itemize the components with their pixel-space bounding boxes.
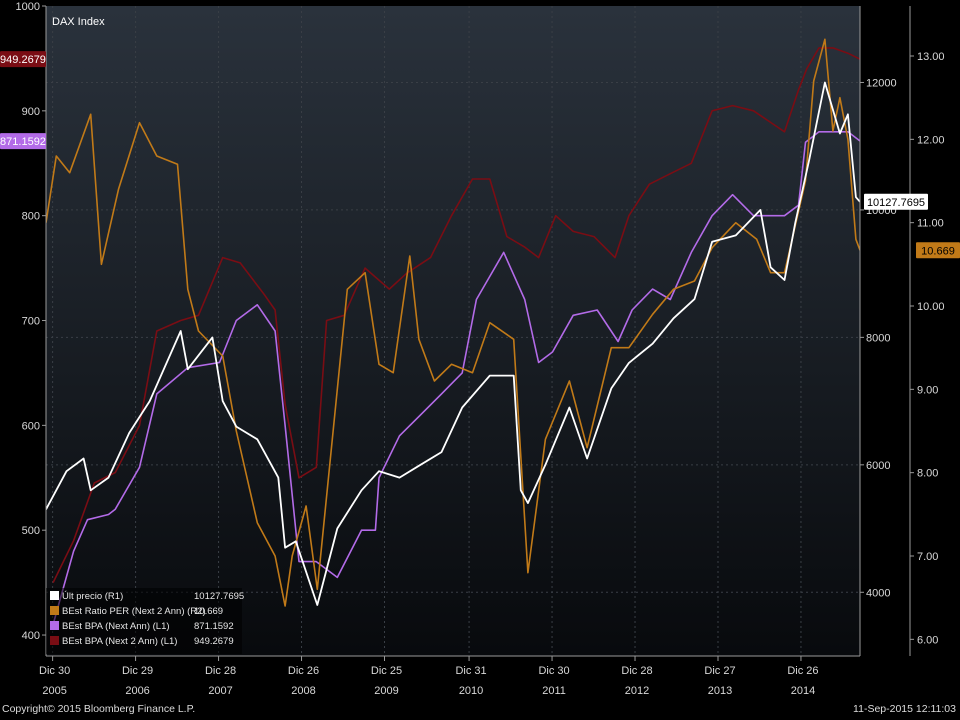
l1-tick-label: 500 bbox=[22, 525, 40, 537]
legend-value-per: 10.669 bbox=[194, 606, 224, 617]
x-tick-day-label: Dic 28 bbox=[621, 665, 652, 677]
x-tick-year-label: 2013 bbox=[708, 685, 732, 697]
tag-bpa-next-text: 871.1592 bbox=[0, 136, 46, 148]
legend-value-price: 10127.7695 bbox=[194, 591, 245, 602]
legend-label-price: Últ precio (R1) bbox=[62, 591, 124, 602]
legend-item-bpa-next: BEst BPA (Next Ann) (L1) 871.1592 bbox=[50, 621, 234, 636]
timestamp-text: 11-Sep-2015 12:11:03 bbox=[853, 703, 956, 715]
x-tick-day-label: Dic 30 bbox=[39, 665, 70, 677]
x-tick-day-label: Dic 29 bbox=[122, 665, 153, 677]
x-tick-day-label: Dic 27 bbox=[704, 665, 735, 677]
series-lines bbox=[46, 38, 860, 625]
x-tick-year-label: 2005 bbox=[42, 685, 66, 697]
x-tick-year-label: 2007 bbox=[208, 685, 232, 697]
tag-per: 10.669 bbox=[916, 242, 960, 259]
price-series-line bbox=[46, 81, 860, 606]
r1-tick-label: 6000 bbox=[866, 460, 890, 472]
tag-per-text: 10.669 bbox=[921, 245, 955, 257]
x-tick-year-label: 2012 bbox=[625, 685, 649, 697]
bpa-next-series-line bbox=[52, 131, 860, 625]
r1-tick-label: 12000 bbox=[866, 77, 897, 89]
x-tick-day-label: Dic 31 bbox=[455, 665, 486, 677]
l1-tick-label: 900 bbox=[22, 106, 40, 118]
last-value-tags: 949.2679 871.1592 10127.7695 10.669 bbox=[0, 51, 960, 259]
x-tick-year-label: 2006 bbox=[125, 685, 149, 697]
x-tick-day-label: Dic 28 bbox=[205, 665, 236, 677]
r2-tick-label: 13.00 bbox=[917, 51, 945, 63]
r2-tick-label: 12.00 bbox=[917, 134, 945, 146]
legend: Últ precio (R1) 10127.7695 BEst Ratio PER… bbox=[46, 588, 244, 654]
l1-tick-label: 600 bbox=[22, 420, 40, 432]
l1-tick-label: 400 bbox=[22, 630, 40, 642]
legend-label-bpa-next: BEst BPA (Next Ann) (L1) bbox=[62, 621, 170, 632]
plot-background bbox=[46, 6, 860, 656]
legend-item-per: BEst Ratio PER (Next 2 Ann) (R2)10.669 bbox=[50, 606, 223, 621]
l1-tick-label: 800 bbox=[22, 211, 40, 223]
legend-item-bpa-next2: BEst BPA (Next 2 Ann) (L1) 949.2679 bbox=[50, 636, 234, 651]
r1-tick-label: 4000 bbox=[866, 587, 890, 599]
r2-tick-label: 10.00 bbox=[917, 301, 945, 313]
legend-swatch-bpa-next2 bbox=[50, 636, 59, 645]
x-tick-day-label: Dic 30 bbox=[538, 665, 569, 677]
x-tick-year-label: 2010 bbox=[459, 685, 483, 697]
tag-price-bg bbox=[864, 193, 928, 210]
tag-price-text: 10127.7695 bbox=[867, 197, 925, 209]
r1-tick-label: 8000 bbox=[866, 332, 890, 344]
legend-label-bpa-next2: BEst BPA (Next 2 Ann) (L1) bbox=[62, 636, 178, 647]
legend-swatch-bpa-next bbox=[50, 621, 59, 630]
legend-label-per: BEst Ratio PER (Next 2 Ann) (R2) bbox=[62, 606, 206, 617]
x-tick-year-label: 2009 bbox=[374, 685, 398, 697]
l1-tick-label: 1000 bbox=[16, 1, 40, 13]
x-tick-day-label: Dic 25 bbox=[371, 665, 402, 677]
legend-value-bpa-next2: 949.2679 bbox=[194, 636, 234, 647]
tag-per-bg bbox=[916, 242, 960, 259]
tag-bpa-next2-text: 949.2679 bbox=[0, 54, 46, 66]
tag-bpa-next2: 949.2679 bbox=[0, 51, 46, 68]
legend-swatch-per bbox=[50, 606, 59, 615]
r2-tick-label: 11.00 bbox=[917, 218, 944, 230]
x-tick-day-label: Dic 26 bbox=[787, 665, 818, 677]
r2-tick-label: 7.00 bbox=[917, 551, 938, 563]
tag-price: 10127.7695 bbox=[864, 193, 928, 210]
x-tick-day-label: Dic 26 bbox=[288, 665, 319, 677]
tag-bpa-next-bg bbox=[0, 133, 46, 150]
l1-tick-label: 700 bbox=[22, 316, 40, 328]
r2-tick-label: 9.00 bbox=[917, 384, 938, 396]
x-tick-year-label: 2014 bbox=[791, 685, 815, 697]
tag-bpa-next2-bg bbox=[0, 51, 46, 68]
bpa-next2-series-line bbox=[52, 47, 860, 583]
x-tick-year-label: 2008 bbox=[291, 685, 315, 697]
legend-value-bpa-next: 871.1592 bbox=[194, 621, 234, 632]
axes: 4005006007008009001000400060008000100001… bbox=[16, 1, 945, 697]
chart-title: DAX Index bbox=[52, 16, 105, 28]
legend-swatch-price bbox=[50, 591, 59, 600]
r2-tick-label: 6.00 bbox=[917, 634, 938, 646]
x-tick-year-label: 2011 bbox=[542, 685, 566, 697]
legend-item-price: Últ precio (R1) 10127.7695 bbox=[50, 591, 244, 606]
copyright-text: Copyright© 2015 Bloomberg Finance L.P. bbox=[2, 703, 196, 715]
tag-bpa-next: 871.1592 bbox=[0, 133, 46, 150]
r2-tick-label: 8.00 bbox=[917, 468, 938, 480]
